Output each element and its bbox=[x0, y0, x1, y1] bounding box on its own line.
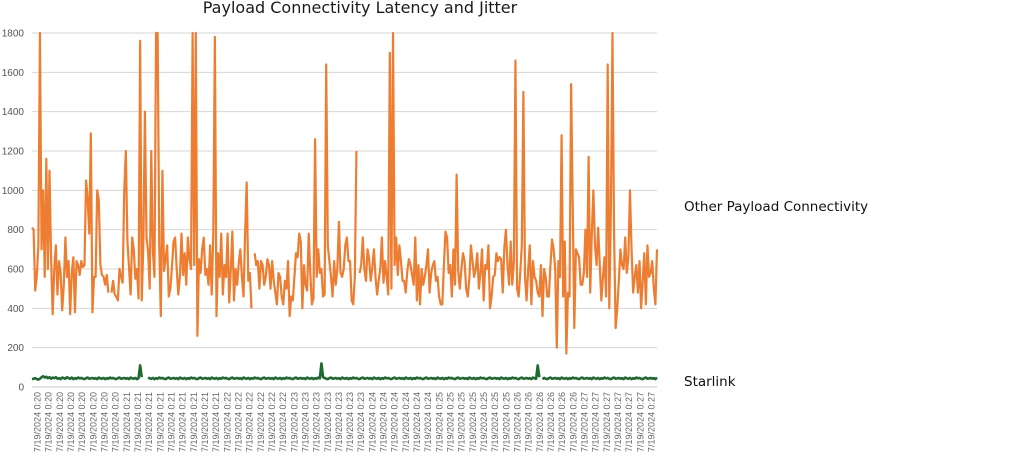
x-axis-ticks: 7/19/2024 0:20 7/19/2024 0:20 7/19/2024 0:… bbox=[33, 392, 657, 452]
y-axis-ticks: 0 200 400 600 800 1000 1200 1400 1600 1800 bbox=[2, 29, 25, 394]
x-tick-label: 7/19/2024 0:20 bbox=[66, 392, 76, 452]
y-tick-label: 1800 bbox=[2, 29, 25, 40]
x-tick-label: 7/19/2024 0:24 bbox=[423, 392, 433, 452]
x-tick-label: 7/19/2024 0:20 bbox=[33, 392, 43, 452]
y-tick-label: 1400 bbox=[2, 107, 25, 118]
x-tick-label: 7/19/2024 0:26 bbox=[568, 392, 578, 452]
x-tick-label: 7/19/2024 0:27 bbox=[579, 392, 589, 452]
series-line-starlink bbox=[31, 362, 658, 381]
x-tick-label: 7/19/2024 0:27 bbox=[635, 392, 645, 452]
x-tick-label: 7/19/2024 0:24 bbox=[401, 392, 411, 452]
chart-title: Payload Connectivity Latency and Jitter bbox=[203, 0, 518, 17]
x-tick-label: 7/19/2024 0:25 bbox=[501, 392, 511, 452]
x-tick-label: 7/19/2024 0:25 bbox=[490, 392, 500, 452]
x-tick-label: 7/19/2024 0:25 bbox=[468, 392, 478, 452]
x-tick-label: 7/19/2024 0:23 bbox=[300, 392, 310, 452]
x-tick-label: 7/19/2024 0:24 bbox=[412, 392, 422, 452]
x-tick-label: 7/19/2024 0:26 bbox=[546, 392, 556, 452]
x-tick-label: 7/19/2024 0:21 bbox=[155, 392, 165, 452]
x-tick-label: 7/19/2024 0:21 bbox=[200, 392, 210, 452]
x-tick-label: 7/19/2024 0:25 bbox=[446, 392, 456, 452]
x-tick-label: 7/19/2024 0:25 bbox=[434, 392, 444, 452]
x-tick-label: 7/19/2024 0:26 bbox=[557, 392, 567, 452]
x-tick-label: 7/19/2024 0:27 bbox=[602, 392, 612, 452]
legend-label-other-payload: Other Payload Connectivity bbox=[684, 199, 868, 215]
x-tick-label: 7/19/2024 0:27 bbox=[646, 392, 656, 452]
x-tick-label: 7/19/2024 0:22 bbox=[256, 392, 266, 452]
x-tick-label: 7/19/2024 0:21 bbox=[189, 392, 199, 452]
x-tick-label: 7/19/2024 0:20 bbox=[88, 392, 98, 452]
x-tick-label: 7/19/2024 0:25 bbox=[479, 392, 489, 452]
y-tick-label: 800 bbox=[7, 225, 24, 236]
x-tick-label: 7/19/2024 0:21 bbox=[144, 392, 154, 452]
y-tick-label: 1200 bbox=[2, 147, 25, 158]
x-tick-label: 7/19/2024 0:20 bbox=[77, 392, 87, 452]
x-tick-label: 7/19/2024 0:24 bbox=[390, 392, 400, 452]
x-tick-label: 7/19/2024 0:23 bbox=[323, 392, 333, 452]
x-tick-label: 7/19/2024 0:27 bbox=[624, 392, 634, 452]
x-tick-label: 7/19/2024 0:24 bbox=[367, 392, 377, 452]
x-tick-label: 7/19/2024 0:22 bbox=[233, 392, 243, 452]
x-tick-label: 7/19/2024 0:27 bbox=[591, 392, 601, 452]
x-tick-label: 7/19/2024 0:26 bbox=[512, 392, 522, 452]
x-tick-label: 7/19/2024 0:22 bbox=[267, 392, 277, 452]
x-tick-label: 7/19/2024 0:26 bbox=[535, 392, 545, 452]
x-tick-label: 7/19/2024 0:20 bbox=[100, 392, 110, 452]
x-tick-label: 7/19/2024 0:20 bbox=[111, 392, 121, 452]
x-tick-label: 7/19/2024 0:23 bbox=[312, 392, 322, 452]
x-tick-label: 7/19/2024 0:22 bbox=[222, 392, 232, 452]
y-tick-label: 400 bbox=[7, 304, 24, 315]
x-tick-label: 7/19/2024 0:21 bbox=[122, 392, 132, 452]
x-tick-label: 7/19/2024 0:21 bbox=[167, 392, 177, 452]
series-line-other-payload bbox=[31, 31, 659, 355]
legend-label-starlink: Starlink bbox=[684, 374, 736, 390]
y-tick-label: 0 bbox=[18, 383, 24, 394]
y-tick-label: 200 bbox=[7, 343, 24, 354]
x-tick-label: 7/19/2024 0:22 bbox=[245, 392, 255, 452]
y-tick-label: 600 bbox=[7, 265, 24, 276]
x-tick-label: 7/19/2024 0:23 bbox=[334, 392, 344, 452]
x-tick-label: 7/19/2024 0:22 bbox=[278, 392, 288, 452]
x-tick-label: 7/19/2024 0:21 bbox=[211, 392, 221, 452]
x-tick-label: 7/19/2024 0:23 bbox=[345, 392, 355, 452]
x-tick-label: 7/19/2024 0:25 bbox=[457, 392, 467, 452]
x-tick-label: 7/19/2024 0:23 bbox=[356, 392, 366, 452]
x-tick-label: 7/19/2024 0:21 bbox=[133, 392, 143, 452]
x-tick-label: 7/19/2024 0:20 bbox=[44, 392, 54, 452]
x-tick-label: 7/19/2024 0:21 bbox=[178, 392, 188, 452]
x-tick-label: 7/19/2024 0:26 bbox=[524, 392, 534, 452]
series-layer bbox=[31, 31, 659, 381]
y-tick-label: 1600 bbox=[2, 68, 25, 79]
y-tick-label: 1000 bbox=[2, 186, 25, 197]
x-tick-label: 7/19/2024 0:27 bbox=[613, 392, 623, 452]
x-tick-label: 7/19/2024 0:20 bbox=[55, 392, 65, 452]
x-tick-label: 7/19/2024 0:23 bbox=[289, 392, 299, 452]
x-tick-label: 7/19/2024 0:24 bbox=[379, 392, 389, 452]
